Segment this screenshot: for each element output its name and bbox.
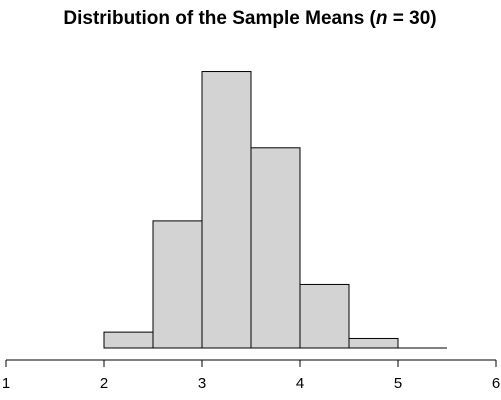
x-tick-label: 6 [492, 375, 500, 392]
histogram-bar [348, 337, 399, 349]
histogram-bar [250, 147, 301, 349]
histogram-bar [103, 331, 154, 349]
x-tick-label: 1 [2, 375, 10, 392]
histogram-bar [299, 283, 350, 349]
x-tick-label: 2 [100, 375, 108, 392]
x-tick-label: 3 [198, 375, 206, 392]
chart-title: Distribution of the Sample Means (n = 30… [63, 8, 436, 29]
x-axis: 1 2 3 4 5 6 [2, 359, 500, 392]
x-tick-label: 4 [296, 375, 304, 392]
x-tick-label: 5 [394, 375, 402, 392]
title-suffix: = 30) [387, 8, 436, 29]
title-prefix: Distribution of the Sample Means ( [63, 8, 376, 29]
histogram-bar [201, 71, 252, 349]
histogram-bar [152, 220, 203, 349]
histogram-bars [103, 71, 447, 349]
title-variable: n [376, 8, 388, 29]
